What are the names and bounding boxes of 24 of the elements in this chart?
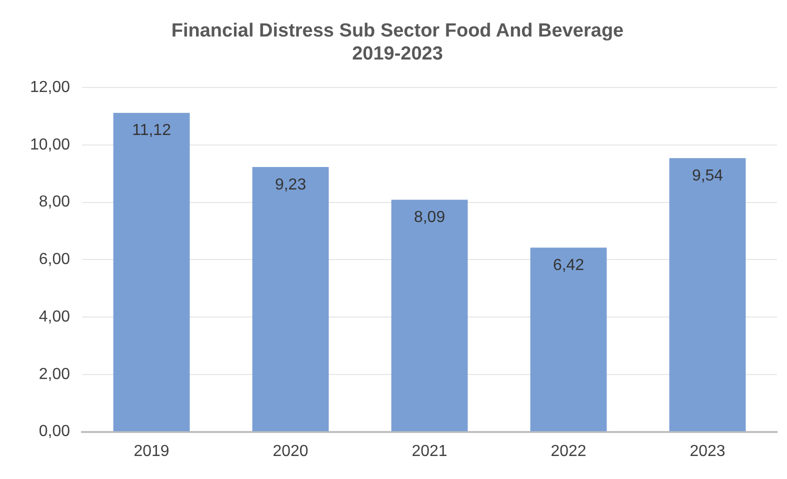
- text: Financial Distress Sub Sector Food And Beverage: [171, 20, 624, 42]
- data-label: 6,42: [552, 257, 584, 274]
- y-tick-label: 0,00: [38, 423, 70, 440]
- y-tick-label: 10,00: [30, 136, 70, 154]
- y-tick-label: 8,00: [38, 194, 70, 211]
- data-label: 8,09: [414, 209, 446, 226]
- y-tick-label: 12,00: [30, 79, 70, 96]
- bar: [113, 112, 190, 432]
- bar: [669, 158, 746, 432]
- x-tick-label: 2019: [134, 442, 170, 460]
- bar: [530, 248, 607, 432]
- y-tick-label: 4,00: [38, 308, 70, 326]
- x-tick-label: 2023: [690, 442, 726, 460]
- x-tick-label: 2020: [272, 442, 308, 460]
- x-tick-label: 2021: [412, 442, 448, 460]
- text: 2019-2023: [352, 43, 443, 64]
- x-tick-label: 2022: [550, 442, 586, 460]
- y-tick-label: 6,00: [38, 251, 70, 268]
- data-label: 11,12: [132, 122, 172, 140]
- y-tick-label: 2,00: [38, 366, 70, 383]
- data-label: 9,23: [274, 176, 306, 194]
- bar: [252, 167, 329, 432]
- bar: [391, 200, 468, 432]
- data-label: 9,54: [692, 168, 724, 185]
